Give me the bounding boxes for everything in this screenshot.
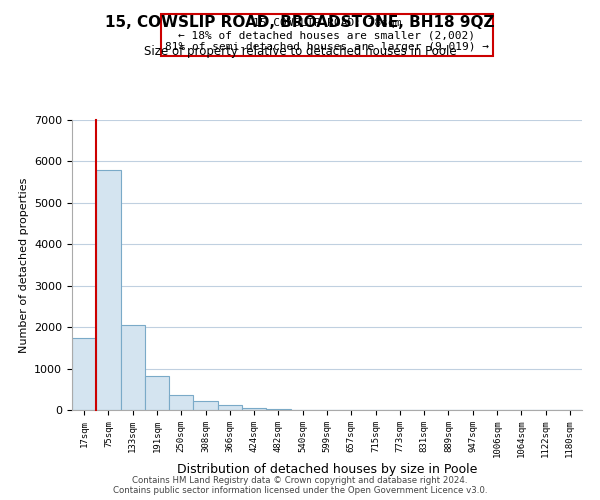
Bar (242, 408, 266, 410)
Bar (96, 170, 121, 410)
Y-axis label: Number of detached properties: Number of detached properties (19, 178, 29, 352)
Text: 15 COWSLIP ROAD: 78sqm
← 18% of detached houses are smaller (2,002)
81% of semi-: 15 COWSLIP ROAD: 78sqm ← 18% of detached… (165, 18, 489, 52)
Text: Contains HM Land Registry data © Crown copyright and database right 2024.
Contai: Contains HM Land Registry data © Crown c… (113, 476, 487, 495)
Bar (218, 406, 242, 410)
Bar (72, 338, 96, 410)
Bar (266, 409, 290, 410)
Text: Size of property relative to detached houses in Poole: Size of property relative to detached ho… (143, 45, 457, 58)
Bar (121, 324, 145, 410)
Bar (145, 376, 169, 410)
Bar (169, 394, 193, 410)
Text: 15, COWSLIP ROAD, BROADSTONE, BH18 9QZ: 15, COWSLIP ROAD, BROADSTONE, BH18 9QZ (105, 15, 495, 30)
Bar (193, 401, 218, 410)
X-axis label: Distribution of detached houses by size in Poole: Distribution of detached houses by size … (177, 463, 477, 476)
